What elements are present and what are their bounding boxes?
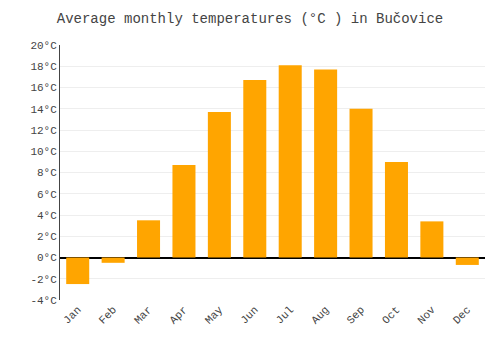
svg-text:Dec: Dec <box>451 304 473 326</box>
svg-text:8°C: 8°C <box>37 167 57 179</box>
svg-text:16°C: 16°C <box>30 82 57 94</box>
svg-text:May: May <box>203 304 226 327</box>
svg-text:Jun: Jun <box>238 304 260 326</box>
svg-text:Aug: Aug <box>309 304 331 326</box>
svg-text:Nov: Nov <box>415 304 438 327</box>
svg-text:18°C: 18°C <box>30 61 57 73</box>
svg-text:6°C: 6°C <box>37 189 57 201</box>
svg-text:12°C: 12°C <box>30 125 57 137</box>
svg-text:Average monthly temperatures (: Average monthly temperatures (°C ) in Bu… <box>57 11 443 27</box>
svg-text:0°C: 0°C <box>37 252 57 264</box>
svg-text:Jan: Jan <box>61 304 83 326</box>
svg-text:20°C: 20°C <box>30 40 57 52</box>
svg-text:Feb: Feb <box>97 304 119 326</box>
svg-text:2°C: 2°C <box>37 231 57 243</box>
svg-text:-2°C: -2°C <box>30 274 57 286</box>
svg-text:Jul: Jul <box>274 304 296 326</box>
svg-text:10°C: 10°C <box>30 146 57 158</box>
svg-text:14°C: 14°C <box>30 104 57 116</box>
svg-text:-4°C: -4°C <box>30 295 57 307</box>
svg-text:Oct: Oct <box>380 304 402 326</box>
svg-text:Sep: Sep <box>345 304 367 326</box>
svg-text:Apr: Apr <box>167 304 189 326</box>
svg-text:4°C: 4°C <box>37 210 57 222</box>
svg-text:Mar: Mar <box>132 304 154 326</box>
